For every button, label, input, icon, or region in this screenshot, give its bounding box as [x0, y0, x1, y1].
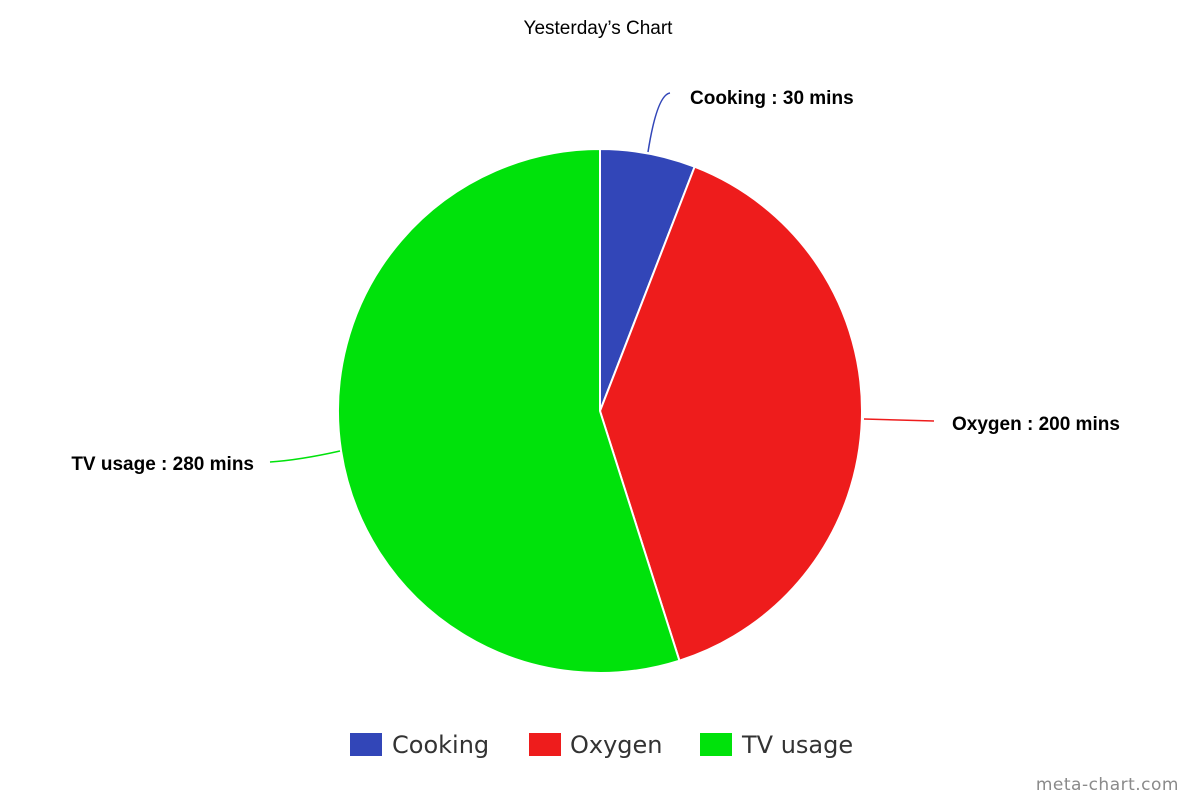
legend-swatch-tv-usage [700, 733, 732, 756]
label-leader-lines [269, 92, 935, 463]
legend-item-cooking[interactable]: Cooking [350, 731, 489, 759]
legend-label-cooking: Cooking [392, 731, 489, 759]
data-label-oxygen: Oxygen : 200 mins [952, 414, 1120, 435]
slice-data-labels: Cooking : 30 mins Oxygen : 200 mins TV usa… [71, 88, 1120, 475]
legend-label-oxygen: Oxygen [570, 731, 663, 759]
pie-slices [337, 148, 863, 674]
chart-title: Yesterday’s Chart [524, 18, 674, 39]
data-label-cooking: Cooking : 30 mins [690, 88, 854, 109]
data-label-tv-usage: TV usage : 280 mins [71, 454, 254, 475]
watermark: meta-chart.com [1036, 775, 1179, 795]
leader-line-oxygen [863, 418, 935, 422]
legend-item-tv-usage[interactable]: TV usage [700, 731, 853, 759]
legend-swatch-cooking [350, 733, 382, 756]
pie-slice-tv-usage [337, 148, 681, 674]
legend-swatch-oxygen [529, 733, 561, 756]
leader-line-cooking [647, 92, 671, 153]
legend: Cooking Oxygen TV usage [350, 731, 853, 759]
leader-line-tv-usage [269, 450, 341, 463]
legend-label-tv-usage: TV usage [741, 731, 853, 759]
pie-slice-oxygen [599, 165, 863, 662]
legend-item-oxygen[interactable]: Oxygen [529, 731, 663, 759]
